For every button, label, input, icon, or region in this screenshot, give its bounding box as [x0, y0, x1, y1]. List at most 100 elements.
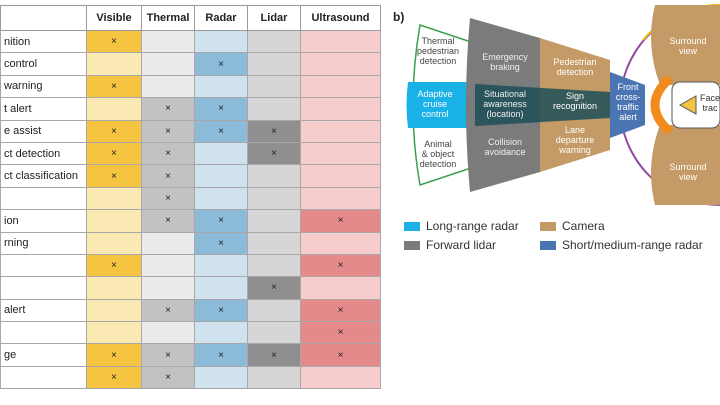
cell-lidar: [247, 52, 301, 76]
cell-ultrasound: [300, 97, 381, 121]
cell-ultrasound: [300, 52, 381, 76]
feature-cell: ct detection: [0, 141, 87, 166]
cell-thermal: [141, 74, 195, 99]
segment-label-surround-top: Surround view: [669, 36, 706, 56]
cell-ultrasound: [300, 276, 381, 300]
cell-ultrasound: [300, 365, 381, 390]
cell-lidar: [247, 29, 301, 54]
table-row: ion × × ×: [0, 209, 381, 233]
cell-radar: [194, 253, 248, 278]
cell-radar: [194, 276, 248, 300]
cell-ultrasound: [300, 186, 381, 211]
cell-visible: [86, 298, 142, 323]
cell-ultrasound: ×: [300, 321, 381, 345]
table-row: ct detection × × ×: [0, 141, 381, 166]
cell-lidar: [247, 209, 301, 233]
table-row: e assist × × × ×: [0, 119, 381, 143]
cell-thermal: [141, 276, 195, 300]
cell-lidar: [247, 298, 301, 323]
table-row: × ×: [0, 253, 381, 278]
feature-cell: [0, 321, 87, 345]
car-front-arc: [650, 74, 674, 136]
cell-thermal: ×: [141, 298, 195, 323]
legend-item-short-medium-range-radar: Short/medium-range radar: [540, 238, 703, 252]
cell-lidar: [247, 97, 301, 121]
cell-ultrasound: [300, 29, 381, 54]
cell-ultrasound: ×: [300, 343, 381, 367]
cell-visible: ×: [86, 164, 142, 188]
cell-radar: ×: [194, 343, 248, 367]
cell-thermal: [141, 231, 195, 255]
table-row: nition ×: [0, 29, 381, 54]
cell-radar: ×: [194, 231, 248, 255]
cell-visible: [86, 209, 142, 233]
cell-lidar: [247, 164, 301, 188]
feature-cell: ge: [0, 343, 87, 367]
cell-radar: [194, 321, 248, 345]
cell-ultrasound: [300, 74, 381, 99]
adas-sensor-diagram: Thermal pedestrian detection Adaptive cruise…: [406, 3, 720, 206]
table-row: alert × × ×: [0, 298, 381, 323]
legend-label: Short/medium-range radar: [562, 238, 703, 252]
cell-radar: ×: [194, 298, 248, 323]
segment-label-pedestrian: Pedestrian detection: [553, 57, 596, 77]
cell-thermal: [141, 253, 195, 278]
feature-cell: [0, 276, 87, 300]
cell-thermal: [141, 29, 195, 54]
feature-cell: control: [0, 52, 87, 76]
cell-visible: ×: [86, 119, 142, 143]
table-row: rning ×: [0, 231, 381, 255]
header-visible: Visible: [86, 5, 142, 31]
cell-visible: ×: [86, 365, 142, 390]
feature-cell: e assist: [0, 119, 87, 143]
feature-cell: alert: [0, 298, 87, 323]
cell-visible: [86, 231, 142, 255]
cell-visible: [86, 321, 142, 345]
cell-ultrasound: [300, 231, 381, 255]
cell-thermal: ×: [141, 343, 195, 367]
cell-ultrasound: ×: [300, 298, 381, 323]
feature-cell: ion: [0, 209, 87, 233]
cell-thermal: ×: [141, 164, 195, 188]
panel-label: b): [393, 10, 405, 24]
feature-cell: warning: [0, 74, 87, 99]
cell-thermal: [141, 321, 195, 345]
header-feature: [0, 5, 87, 31]
surround-view-bottom-shape: [651, 125, 720, 205]
header-lidar: Lidar: [247, 5, 301, 31]
legend-label: Forward lidar: [426, 238, 497, 252]
short-range-radar-wedge: [610, 72, 645, 138]
table-header-row: Visible Thermal Radar Lidar Ultrasound: [0, 5, 381, 31]
feature-cell: [0, 365, 87, 390]
feature-cell: [0, 186, 87, 211]
feature-cell: ct classification: [0, 164, 87, 188]
table-body: nition × control × warning × t alert × × e assist…: [0, 29, 381, 390]
radar-overlap-band: [475, 84, 610, 126]
cell-radar: [194, 141, 248, 166]
cell-visible: [86, 276, 142, 300]
cell-lidar: [247, 253, 301, 278]
header-radar: Radar: [194, 5, 248, 31]
cell-lidar: [247, 365, 301, 390]
segment-label-thermal: Thermal pedestrian detection: [417, 36, 459, 66]
cell-thermal: [141, 52, 195, 76]
cell-lidar: [247, 231, 301, 255]
camera-swatch: [540, 221, 556, 231]
cell-thermal: ×: [141, 186, 195, 211]
feature-cell: rning: [0, 231, 87, 255]
cell-visible: ×: [86, 74, 142, 99]
segment-label-collision: Collision avoidance: [484, 137, 525, 157]
legend-label: Camera: [562, 219, 605, 233]
feature-cell: nition: [0, 29, 87, 54]
table-row: t alert × ×: [0, 97, 381, 121]
cell-thermal: ×: [141, 97, 195, 121]
cell-lidar: [247, 186, 301, 211]
cell-radar: ×: [194, 97, 248, 121]
segment-label-sign: Sign recognition: [553, 91, 597, 111]
cell-ultrasound: ×: [300, 209, 381, 233]
cell-radar: [194, 29, 248, 54]
table-row: ge × × × × ×: [0, 343, 381, 367]
long-range-radar-wedge: [406, 82, 475, 128]
cell-visible: [86, 186, 142, 211]
header-ultrasound: Ultrasound: [300, 5, 381, 31]
